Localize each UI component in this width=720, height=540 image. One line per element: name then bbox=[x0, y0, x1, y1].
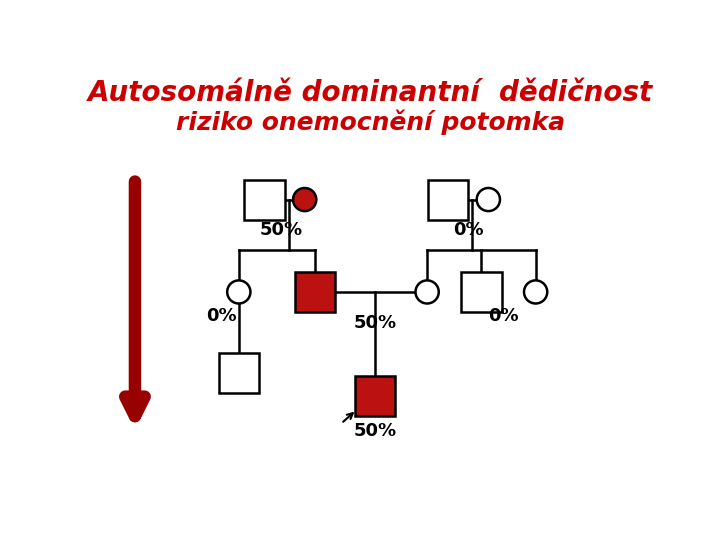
Ellipse shape bbox=[228, 280, 251, 303]
Text: 50%: 50% bbox=[259, 221, 302, 239]
Ellipse shape bbox=[293, 188, 316, 211]
Text: 0%: 0% bbox=[454, 221, 484, 239]
Bar bbox=[244, 179, 284, 220]
Text: 50%: 50% bbox=[354, 314, 397, 332]
Ellipse shape bbox=[415, 280, 438, 303]
Bar bbox=[428, 179, 468, 220]
Bar bbox=[219, 353, 259, 393]
Bar bbox=[294, 272, 335, 312]
Text: 0%: 0% bbox=[487, 307, 518, 325]
Ellipse shape bbox=[524, 280, 547, 303]
Text: riziko onemocnění potomka: riziko onemocnění potomka bbox=[176, 110, 565, 135]
Bar bbox=[355, 376, 395, 416]
Bar bbox=[462, 272, 502, 312]
Text: Autosomálně dominantní  dědičnost: Autosomálně dominantní dědičnost bbox=[88, 79, 653, 107]
Text: 50%: 50% bbox=[354, 422, 397, 440]
Text: 0%: 0% bbox=[207, 307, 237, 325]
Ellipse shape bbox=[477, 188, 500, 211]
